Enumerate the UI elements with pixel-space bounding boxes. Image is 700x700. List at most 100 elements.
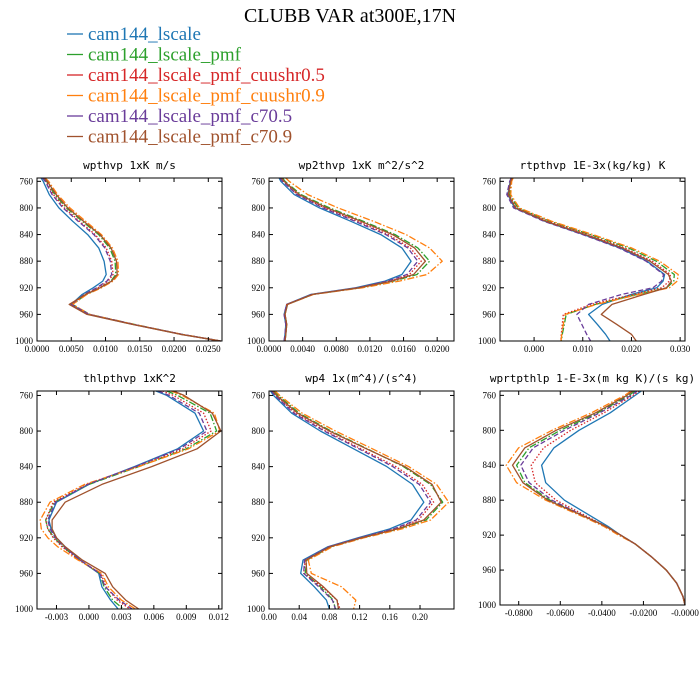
- x-tick-label: 0.0250: [196, 344, 221, 354]
- legend-item: cam144_lscale_pmf_c70.5: [67, 106, 292, 127]
- x-tick-label: 0.0000: [257, 344, 282, 354]
- x-tick-label: 0.009: [176, 612, 197, 622]
- series-line: [39, 390, 221, 610]
- plot-frame: [499, 177, 686, 342]
- legend-item: cam144_lscale_pmf_c70.9: [67, 127, 292, 148]
- y-tick-label: 760: [483, 176, 497, 186]
- series-line: [281, 177, 431, 342]
- panel-title: wpthvp 1xK m/s: [83, 159, 176, 172]
- series-line: [505, 390, 686, 606]
- x-tick-label: 0.0160: [391, 344, 416, 354]
- y-tick-label: 880: [483, 256, 497, 266]
- legend-label: cam144_lscale_pmf_c70.5: [88, 106, 292, 127]
- series-line: [51, 390, 222, 610]
- x-tick-label: 0.16: [382, 612, 398, 622]
- x-tick-label: 0.00: [261, 612, 277, 622]
- chart-title: CLUBB VAR at300E,17N: [244, 5, 456, 27]
- y-tick-label: 960: [20, 568, 34, 578]
- series-line: [274, 390, 450, 610]
- series-line: [42, 177, 221, 342]
- panel: wp4 1x(m^4)/(s^4) 0.00 0.04 0.08 0.12 0.16 0.2…: [247, 372, 455, 622]
- plot-frame: [268, 177, 455, 342]
- panel-title: wp2thvp 1xK m^2/s^2: [299, 159, 425, 172]
- x-tick-label: 0.000: [79, 612, 100, 622]
- panels: wpthvp 1xK m/s 0.0000 0.0050 0.0100 0.0150 0.…: [15, 159, 699, 622]
- y-tick-label: 880: [252, 497, 266, 507]
- y-tick-label: 920: [20, 283, 34, 293]
- y-tick-label: 760: [483, 390, 497, 400]
- x-tick-label: 0.0200: [162, 344, 187, 354]
- y-tick-label: 880: [483, 495, 497, 505]
- series-line: [271, 390, 435, 610]
- legend-item: cam144_lscale_pmf: [67, 45, 242, 66]
- series-line: [44, 177, 221, 342]
- y-tick-label: 1000: [15, 336, 34, 346]
- legend-label: cam144_lscale_pmf: [88, 45, 242, 66]
- series-line: [278, 177, 412, 342]
- y-tick-label: 840: [252, 462, 266, 472]
- series-line: [279, 177, 419, 342]
- y-tick-label: 920: [252, 533, 266, 543]
- y-tick-label: 880: [20, 256, 34, 266]
- x-tick-label: -0.0800: [505, 608, 533, 618]
- panel: wp2thvp 1xK m^2/s^2 0.0000 0.0040 0.0080 0.0…: [247, 159, 455, 354]
- x-tick-label: 0.030: [670, 344, 691, 354]
- series-line: [45, 390, 212, 610]
- y-tick-label: 880: [20, 497, 34, 507]
- series-line: [508, 177, 672, 342]
- x-tick-label: 0.12: [352, 612, 368, 622]
- y-tick-label: 800: [20, 426, 34, 436]
- y-tick-label: 960: [20, 309, 34, 319]
- series-line: [507, 177, 673, 342]
- y-tick-label: 1000: [15, 604, 34, 614]
- y-tick-label: 800: [252, 426, 266, 436]
- series-line: [44, 177, 221, 342]
- legend: cam144_lscalecam144_lscale_pmfcam144_lsc…: [67, 24, 325, 148]
- y-tick-label: 800: [483, 425, 497, 435]
- plot-frame: [499, 390, 686, 606]
- legend-label: cam144_lscale_pmf_cuushr0.5: [88, 65, 325, 86]
- panel-title: wprtpthlp 1-E-3x(m kg K)/(s kg): [490, 372, 695, 385]
- series-line: [40, 177, 221, 342]
- x-tick-label: 0.012: [209, 612, 229, 622]
- y-tick-label: 880: [252, 256, 266, 266]
- series-line: [272, 390, 442, 610]
- x-tick-label: 0.006: [144, 612, 165, 622]
- x-tick-label: 0.20: [412, 612, 428, 622]
- series-line: [269, 390, 425, 610]
- panel-title: wp4 1x(m^4)/(s^4): [305, 372, 418, 385]
- y-tick-label: 960: [252, 309, 266, 319]
- y-tick-label: 920: [20, 533, 34, 543]
- legend-label: cam144_lscale: [88, 24, 201, 45]
- x-tick-label: 0.08: [322, 612, 338, 622]
- series-line: [540, 390, 686, 606]
- y-tick-label: 920: [483, 283, 497, 293]
- x-tick-label: 0.000: [524, 344, 545, 354]
- y-tick-label: 960: [483, 565, 497, 575]
- series-line: [41, 177, 221, 342]
- x-tick-label: 0.020: [621, 344, 642, 354]
- y-tick-label: 1000: [478, 336, 497, 346]
- panel-title: rtpthvp 1E-3x(kg/kg) K: [520, 159, 666, 172]
- y-tick-label: 920: [252, 283, 266, 293]
- panel: thlpthvp 1xK^2 -0.003 0.000 0.003 0.006 0.009…: [15, 372, 229, 622]
- y-tick-label: 840: [483, 460, 497, 470]
- x-tick-label: 0.04: [291, 612, 307, 622]
- x-tick-label: -0.0600: [546, 608, 574, 618]
- y-tick-label: 840: [483, 230, 497, 240]
- series-line: [273, 390, 444, 610]
- plot-frame: [36, 177, 223, 342]
- series-line: [281, 177, 427, 342]
- legend-label: cam144_lscale_pmf_cuushr0.9: [88, 86, 325, 107]
- y-tick-label: 1000: [478, 600, 497, 610]
- y-tick-label: 800: [20, 203, 34, 213]
- series-line: [43, 177, 221, 342]
- x-tick-label: 0.0080: [324, 344, 349, 354]
- x-tick-label: 0.0150: [127, 344, 152, 354]
- x-tick-label: 0.0120: [358, 344, 383, 354]
- y-tick-label: 840: [20, 230, 34, 240]
- x-tick-label: -0.003: [45, 612, 69, 622]
- legend-label: cam144_lscale_pmf_c70.9: [88, 127, 292, 148]
- series-line: [48, 390, 205, 610]
- legend-item: cam144_lscale: [67, 24, 201, 45]
